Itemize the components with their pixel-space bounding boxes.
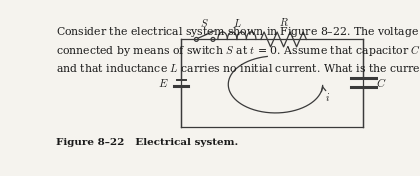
Text: $R$: $R$ xyxy=(279,16,289,28)
Text: $S$: $S$ xyxy=(200,17,209,29)
Text: $i$: $i$ xyxy=(325,91,330,103)
Text: connected by means of switch $S$ at $t$ = 0. Assume that capacitor $C$ is initia: connected by means of switch $S$ at $t$ … xyxy=(56,43,420,58)
Text: Figure 8–22   Electrical system.: Figure 8–22 Electrical system. xyxy=(56,138,239,147)
Text: Consider the electrical system shown in Figure 8–22. The voltage source $E$ is s: Consider the electrical system shown in … xyxy=(56,25,420,39)
Text: and that inductance $L$ carries no initial current. What is the current $i(t)$ f: and that inductance $L$ carries no initi… xyxy=(56,62,420,77)
Text: $E$: $E$ xyxy=(158,77,169,89)
Text: $L$: $L$ xyxy=(233,17,241,29)
Text: $C$: $C$ xyxy=(376,76,387,89)
